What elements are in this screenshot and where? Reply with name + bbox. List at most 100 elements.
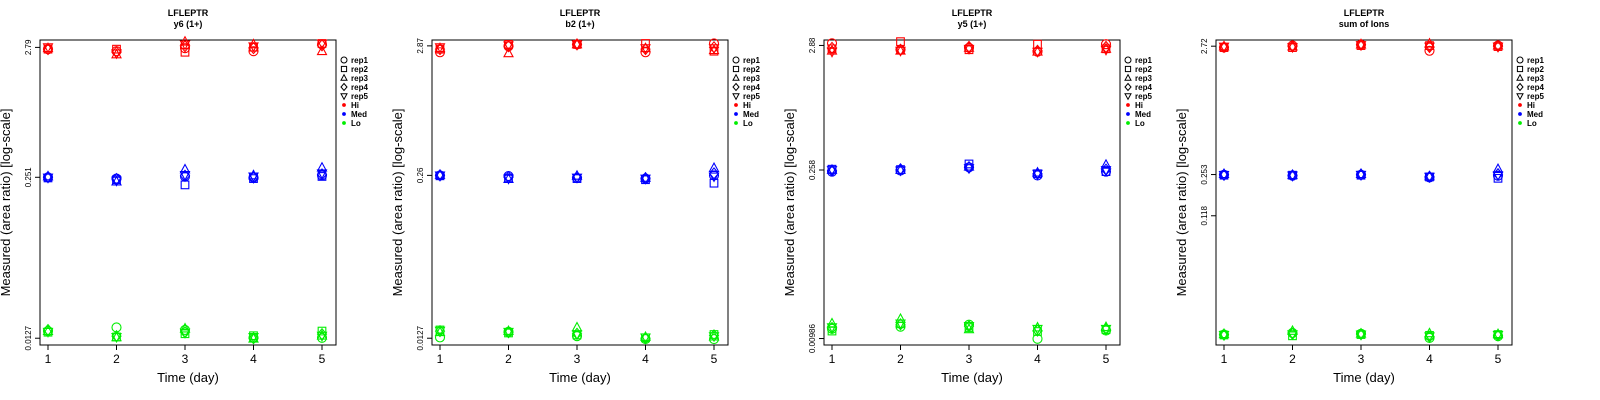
data-point-lo-rep5 [1100,324,1112,335]
data-point-med-rep3 [316,161,328,172]
chart-title: LFLEPTR [1344,8,1385,18]
data-point-hi-rep5 [1492,42,1504,53]
data-point-hi-rep5 [1287,43,1298,54]
data-point-med-rep5 [316,169,328,180]
data-point-hi-rep3 [503,47,514,58]
legend-label: rep4 [1135,83,1152,92]
legend-dot-lo [1126,121,1130,125]
data-point-hi-rep5 [248,42,259,53]
chart-title: LFLEPTR [952,8,993,18]
x-tick-label: 1 [45,352,52,366]
legend-dot-hi [1126,103,1130,107]
data-point-hi-rep1 [1100,39,1112,50]
data-point-med-rep3 [1218,168,1230,179]
data-point-lo-rep5 [895,319,906,330]
data-point-hi-rep3 [1355,38,1367,49]
legend-label: Lo [743,119,753,128]
data-point-med-rep5 [434,171,446,182]
data-point-lo-rep5 [1492,331,1504,342]
chart-title: LFLEPTR [168,8,209,18]
legend-symbol-downtri [732,93,740,101]
legend-label: Med [1135,110,1151,119]
data-point-hi-rep2 [641,39,650,48]
data-point-med-rep5 [640,174,651,185]
data-point-hi-rep5 [640,44,651,55]
data-point-lo-rep5 [1355,330,1367,341]
data-point-hi-rep3 [1032,45,1043,56]
legend-label: rep3 [1135,74,1152,83]
legend-label: rep5 [743,92,760,101]
data-point-hi-rep3 [248,38,259,49]
x-axis-label: Time (day) [941,370,1003,385]
legend-label: rep3 [743,74,760,83]
data-point-lo-rep5 [42,327,54,338]
data-point-med-rep3 [895,163,906,174]
y-tick-label: 0.118 [1200,206,1209,226]
chart-subtitle: y6 (1+) [174,19,203,29]
x-tick-label: 1 [829,352,836,366]
data-point-med-rep3 [42,170,54,181]
data-point-med-rep2 [1493,173,1503,183]
data-point-hi-rep4 [1100,40,1112,54]
data-point-hi-rep5 [434,43,446,54]
data-point-lo-rep5 [434,326,446,337]
data-point-med-rep3 [640,171,651,182]
data-point-med-rep5 [826,166,838,177]
data-point-med-rep5 [1492,171,1504,182]
data-point-lo-rep5 [1032,324,1043,335]
data-point-hi-rep5 [1218,42,1230,53]
legend-symbol-downtri [1124,93,1132,101]
x-tick-label: 3 [574,352,581,366]
y-tick-label: 0.258 [808,159,817,180]
data-point-hi-rep5 [111,49,122,60]
chart-title: LFLEPTR [560,8,601,18]
data-point-hi-rep1 [434,47,446,58]
data-point-med-rep3 [1287,169,1298,180]
data-point-hi-rep1 [1424,45,1435,56]
x-tick-label: 4 [1034,352,1041,366]
y-tick-label: 2.88 [808,37,817,53]
data-point-hi-rep1 [248,46,259,57]
data-point-med-rep5 [248,172,259,183]
y-tick-label: 2.79 [24,39,33,55]
data-point-hi-rep5 [503,41,514,52]
data-point-hi-rep3 [963,41,975,52]
legend-label: Hi [1135,101,1143,110]
data-point-hi-rep3 [571,38,583,49]
data-point-med-rep5 [1355,170,1367,181]
legend-symbol-diamond [340,82,348,92]
x-tick-label: 2 [897,352,904,366]
data-point-lo-rep1 [316,332,328,343]
legend-label: rep5 [351,92,368,101]
chart-subtitle: sum of Ions [1339,19,1390,29]
x-tick-label: 1 [437,352,444,366]
data-point-lo-rep5 [1424,332,1435,343]
legend-label: rep3 [1527,74,1544,83]
data-point-hi-rep5 [826,47,838,58]
legend-label: rep2 [743,65,760,74]
legend-label: rep1 [743,56,760,65]
legend-dot-hi [342,103,346,107]
data-point-lo-rep5 [111,333,122,344]
data-point-lo-rep5 [1287,330,1298,341]
data-point-hi-rep5 [895,46,906,57]
x-tick-label: 2 [113,352,120,366]
data-point-lo-rep2 [317,326,327,336]
data-point-med-rep3 [1424,170,1435,181]
legend-symbol-square [732,65,740,73]
data-point-med-rep5 [1287,171,1298,182]
data-point-hi-rep1 [708,38,720,49]
data-point-lo-rep3 [826,317,838,328]
data-point-hi-rep3 [1218,40,1230,51]
data-point-lo-rep3 [571,321,583,332]
data-point-lo-rep5 [708,332,720,343]
data-point-hi-rep1 [179,43,191,54]
legend-label: Hi [1527,101,1535,110]
data-point-lo-rep5 [179,328,191,339]
data-point-med-rep4 [708,167,720,180]
legend-label: Lo [351,119,361,128]
data-point-hi-rep2 [112,44,121,54]
